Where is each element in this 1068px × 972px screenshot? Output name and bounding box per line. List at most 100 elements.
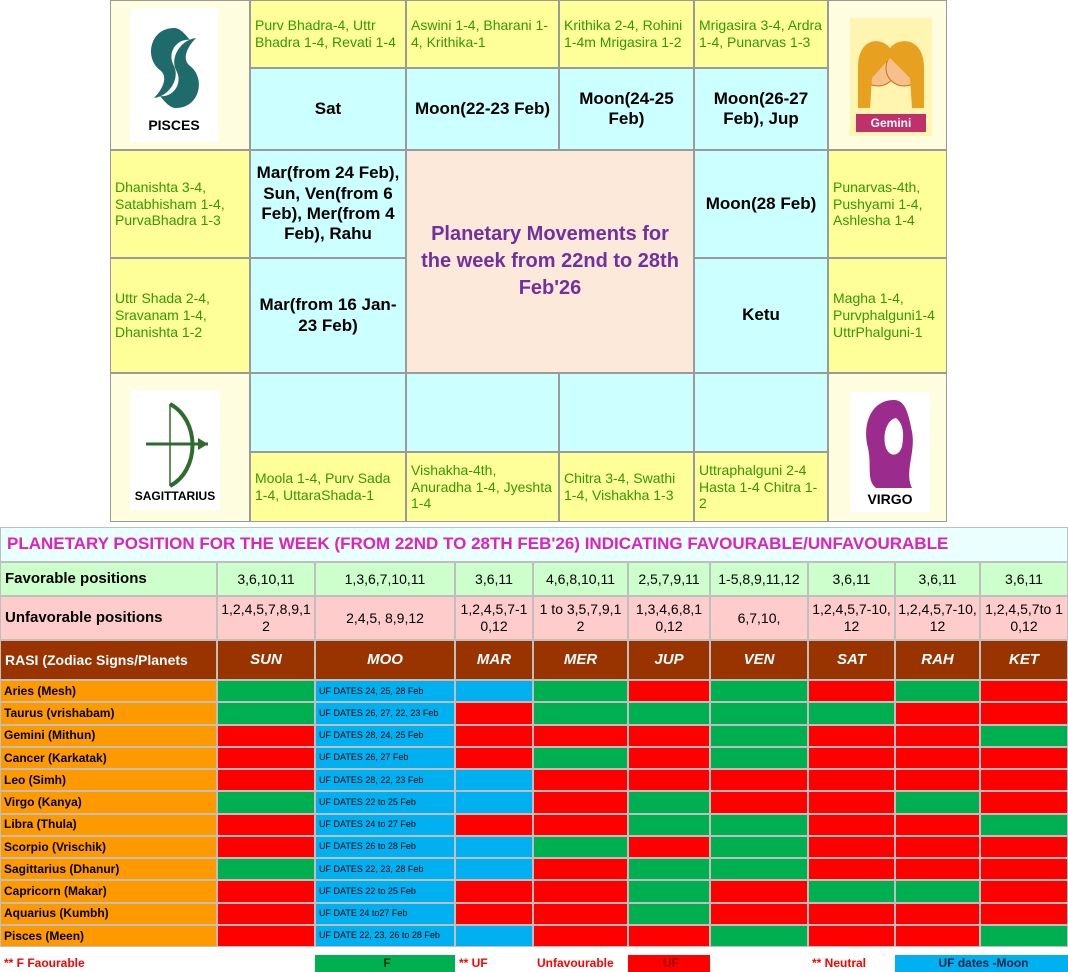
planet-cell: Mar(from 16 Jan-23 Feb) xyxy=(250,258,406,373)
favorable-cell: 3,6,11 xyxy=(980,562,1068,596)
status-cell xyxy=(808,702,895,725)
sign-cell: Cancer (Karkatak) xyxy=(0,746,217,769)
planet-header: SAT xyxy=(808,640,895,680)
favorable-cell: 2,5,7,9,11 xyxy=(628,562,710,596)
nakshatra-cell: Punarvas-4th, Pushyami 1-4, Ashlesha 1-4 xyxy=(828,150,947,258)
favorable-cell: 4,6,8,10,11 xyxy=(533,562,628,596)
status-cell xyxy=(808,746,895,769)
status-cell xyxy=(217,746,315,769)
sign-cell: Sagittarius (Dhanur) xyxy=(0,858,217,881)
favorable-cell: 3,6,11 xyxy=(455,562,533,596)
sign-cell: Libra (Thula) xyxy=(0,813,217,836)
status-cell xyxy=(533,791,628,814)
status-cell xyxy=(895,746,980,769)
empty-cell xyxy=(694,373,828,452)
status-cell xyxy=(217,835,315,858)
legend-item: ** UF xyxy=(459,956,488,971)
favorable-cell: 1,3,6,7,10,11 xyxy=(315,562,455,596)
status-cell xyxy=(628,702,710,725)
status-cell xyxy=(980,702,1068,725)
empty-cell xyxy=(559,373,694,452)
status-cell xyxy=(628,746,710,769)
nakshatra-cell: Krithika 2-4, Rohini 1-4m Mrigasira 1-2 xyxy=(559,0,694,68)
nakshatra-cell: Chitra 3-4, Swathi 1-4, Vishakha 1-3 xyxy=(559,452,694,522)
table-title: PLANETARY POSITION FOR THE WEEK (FROM 22… xyxy=(0,527,1068,562)
status-cell xyxy=(217,769,315,792)
favorable-cell: 3,6,11 xyxy=(895,562,980,596)
planet-header: MAR xyxy=(455,640,533,680)
status-cell xyxy=(533,902,628,925)
status-cell xyxy=(895,880,980,903)
status-cell xyxy=(710,680,808,703)
status-cell xyxy=(710,724,808,747)
zodiac-label: PISCES xyxy=(148,117,199,133)
status-cell xyxy=(895,791,980,814)
status-cell xyxy=(895,769,980,792)
zodiac-label: VIRGO xyxy=(867,491,912,507)
status-cell xyxy=(455,924,533,947)
legend-item: Unfavourable xyxy=(537,956,614,971)
nakshatra-cell: Uttr Shada 2-4, Sravanam 1-4, Dhanishta … xyxy=(110,258,250,373)
moon-cell: UF DATES 26 to 28 Feb xyxy=(315,835,455,858)
sign-cell: Leo (Simh) xyxy=(0,769,217,792)
row-label: Favorable positions xyxy=(0,562,217,596)
zodiac-label: Gemini xyxy=(871,116,912,130)
status-cell xyxy=(455,680,533,703)
gemini-icon: Gemini xyxy=(850,18,932,136)
status-cell xyxy=(455,769,533,792)
status-cell xyxy=(455,813,533,836)
status-cell xyxy=(808,924,895,947)
legend-item: ** Neutral xyxy=(812,956,867,971)
unfavorable-cell: 1,3,4,6,8,10,12 xyxy=(628,596,710,640)
status-cell xyxy=(895,813,980,836)
status-cell xyxy=(533,746,628,769)
status-cell xyxy=(980,858,1068,881)
nakshatra-cell: Uttraphalguni 2-4 Hasta 1-4 Chitra 1-2 xyxy=(694,452,828,522)
unfavorable-cell: 1 to 3,5,7,9,12 xyxy=(533,596,628,640)
nakshatra-cell: Moola 1-4, Purv Sada 1-4, UttaraShada-1 xyxy=(250,452,406,522)
status-cell xyxy=(808,724,895,747)
status-cell xyxy=(217,924,315,947)
status-cell xyxy=(808,858,895,881)
status-cell xyxy=(533,769,628,792)
planet-cell: Ketu xyxy=(694,258,828,373)
planet-cell: Moon(28 Feb) xyxy=(694,150,828,258)
sign-cell: Gemini (Mithun) xyxy=(0,724,217,747)
sign-cell: Capricorn (Makar) xyxy=(0,880,217,903)
status-cell xyxy=(533,702,628,725)
status-cell xyxy=(628,769,710,792)
moon-cell: UF DATE 24 to27 Feb xyxy=(315,902,455,925)
status-cell xyxy=(533,924,628,947)
moon-cell: UF DATES 28, 24, 25 Feb xyxy=(315,724,455,747)
status-cell xyxy=(533,835,628,858)
unfavorable-cell: 1,2,4,5,7,8,9,12 xyxy=(217,596,315,640)
status-cell xyxy=(710,858,808,881)
planet-header: MOO xyxy=(315,640,455,680)
status-cell xyxy=(895,858,980,881)
nakshatra-cell: Vishakha-4th, Anuradha 1-4, Jyeshta 1-4 xyxy=(406,452,559,522)
status-cell xyxy=(710,791,808,814)
status-cell xyxy=(533,680,628,703)
sign-cell: Scorpio (Vrischik) xyxy=(0,835,217,858)
moon-cell: UF DATES 26, 27 Feb xyxy=(315,746,455,769)
status-cell xyxy=(533,880,628,903)
unfavorable-cell: 2,4,5, 8,9,12 xyxy=(315,596,455,640)
status-cell xyxy=(895,724,980,747)
status-cell xyxy=(710,769,808,792)
status-cell xyxy=(808,902,895,925)
planet-cell: Sat xyxy=(250,68,406,150)
status-cell xyxy=(533,813,628,836)
moon-cell: UF DATES 28, 22, 23 Feb xyxy=(315,769,455,792)
nakshatra-cell: Purv Bhadra-4, Uttr Bhadra 1-4, Revati 1… xyxy=(250,0,406,68)
moon-cell: UF DATES 24, 25, 28 Feb xyxy=(315,680,455,703)
status-cell xyxy=(895,702,980,725)
status-cell xyxy=(628,680,710,703)
planet-header: VEN xyxy=(710,640,808,680)
nakshatra-cell: Magha 1-4, Purvphalguni1-4 UttrPhalguni-… xyxy=(828,258,947,373)
status-cell xyxy=(628,724,710,747)
status-cell xyxy=(808,880,895,903)
status-cell xyxy=(455,702,533,725)
status-cell xyxy=(710,902,808,925)
status-cell xyxy=(628,902,710,925)
favorable-cell: 3,6,11 xyxy=(808,562,895,596)
